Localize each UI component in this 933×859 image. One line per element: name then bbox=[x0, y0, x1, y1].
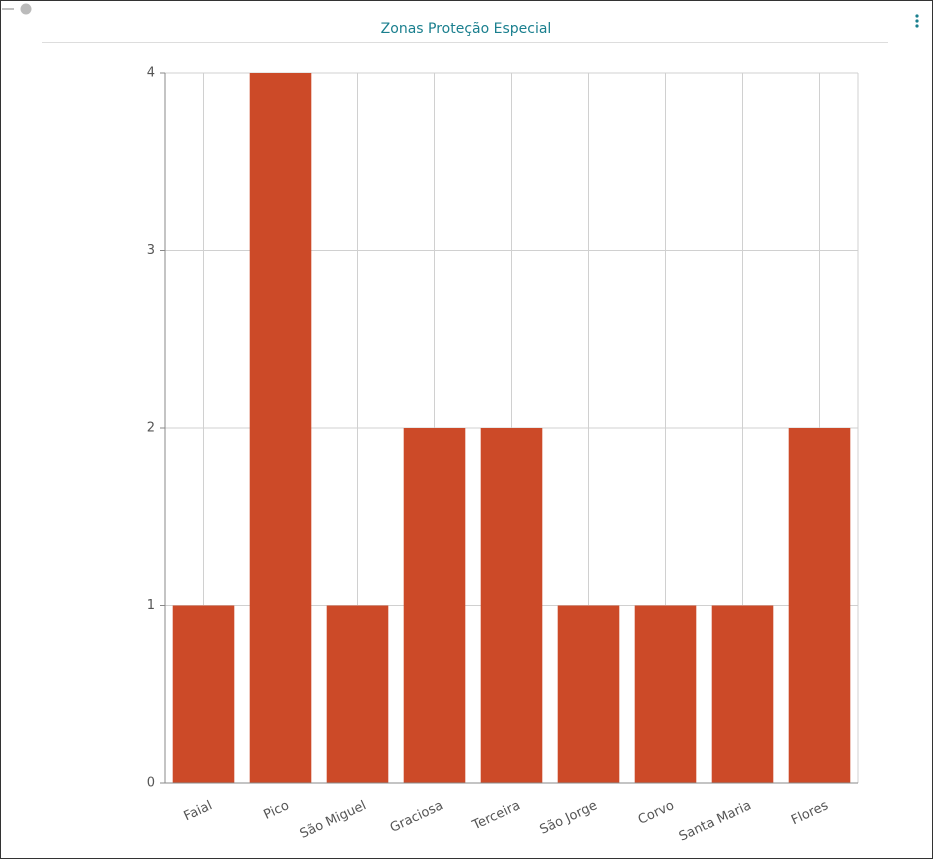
menu-dot[interactable] bbox=[915, 24, 919, 28]
y-tick-label: 0 bbox=[147, 776, 155, 791]
menu-dot[interactable] bbox=[915, 14, 919, 18]
bar bbox=[172, 605, 235, 783]
bar bbox=[711, 605, 774, 783]
bar bbox=[634, 605, 697, 783]
y-tick-label: 4 bbox=[147, 66, 155, 81]
chart-title: Zonas Proteção Especial bbox=[381, 21, 552, 37]
bar bbox=[326, 605, 389, 783]
y-tick-label: 1 bbox=[147, 598, 155, 613]
menu-dot[interactable] bbox=[915, 19, 919, 23]
menu-icon[interactable] bbox=[915, 14, 919, 28]
bar bbox=[480, 428, 543, 783]
y-tick-label: 2 bbox=[147, 421, 155, 436]
help-icon[interactable] bbox=[20, 3, 32, 15]
bar bbox=[403, 428, 466, 783]
bar bbox=[249, 73, 312, 783]
bar bbox=[788, 428, 851, 783]
y-tick-label: 3 bbox=[147, 243, 155, 258]
bar bbox=[557, 605, 620, 783]
